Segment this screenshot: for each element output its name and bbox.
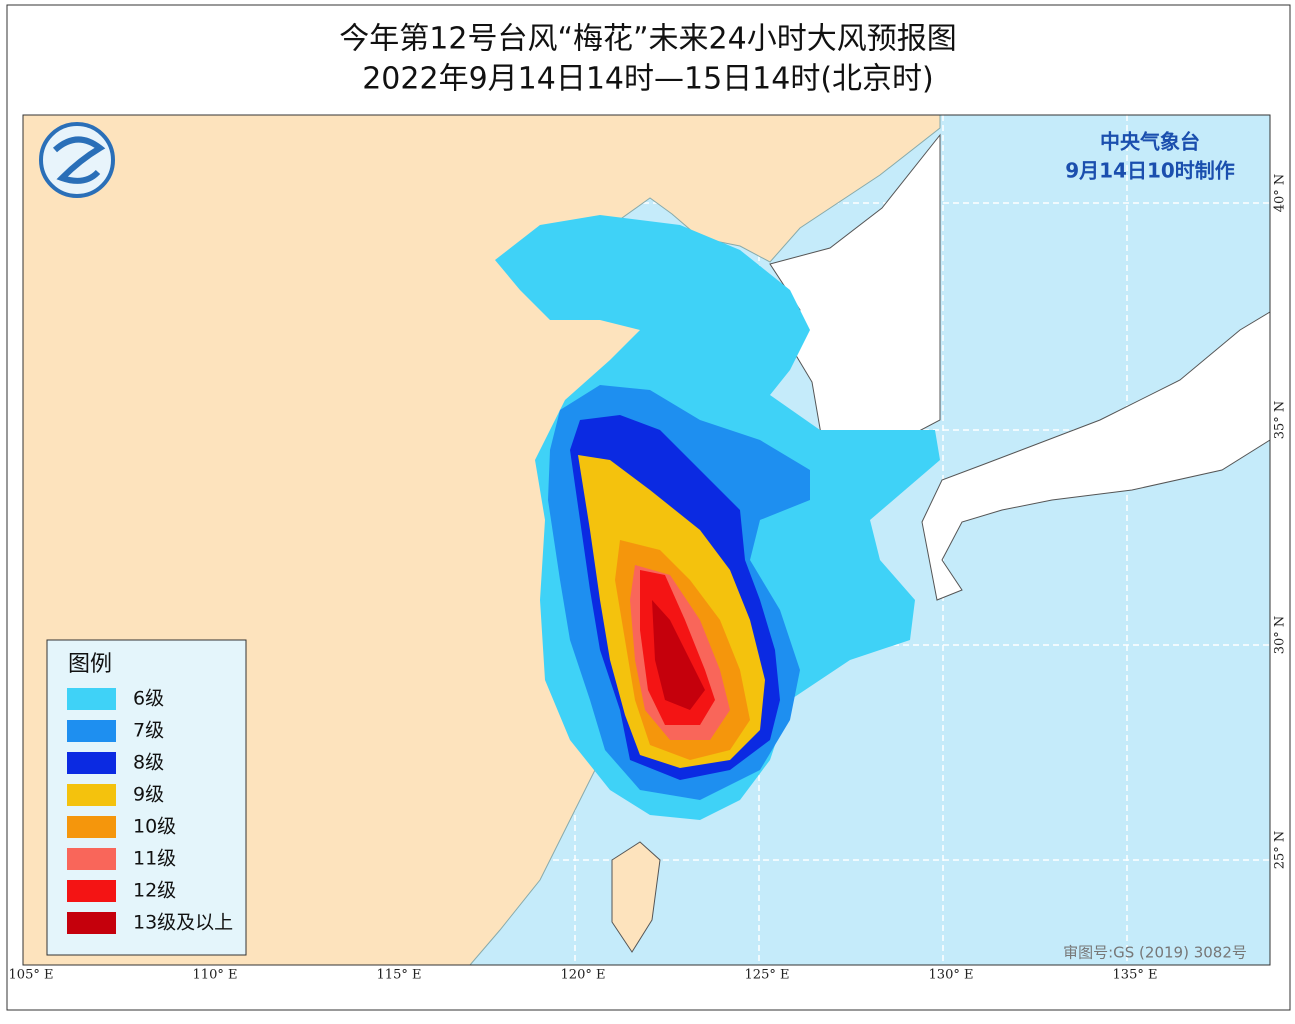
title: 今年第12号台风“梅花”未来24小时大风预报图 bbox=[339, 22, 956, 57]
lon-label: 105° E bbox=[9, 968, 54, 983]
legend-label: 8级 bbox=[133, 752, 164, 774]
legend-swatch bbox=[67, 720, 116, 742]
japan-land bbox=[921, 311, 1271, 601]
legend-label: 11级 bbox=[133, 848, 176, 870]
subtitle: 2022年9月14日14时—15日14时(北京时) bbox=[362, 62, 934, 97]
axis-labels: 105° E 110° E 115° E 120° E 125° E 130° E 135°… bbox=[9, 174, 1288, 983]
legend: 图例 6级 7级 8级 9级 10级 11级 12级 13级及以上 bbox=[46, 639, 247, 956]
legend-title: 图例 bbox=[68, 652, 112, 677]
lon-label: 120° E bbox=[561, 968, 606, 983]
lon-label: 115° E bbox=[377, 968, 422, 983]
agency: 中央气象台 bbox=[1100, 130, 1200, 154]
approval-number: 审图号:GS (2019) 3082号 bbox=[1063, 944, 1247, 962]
taiwan-land bbox=[611, 841, 661, 953]
lon-label: 135° E bbox=[1113, 968, 1158, 983]
wind-zone bbox=[652, 600, 705, 710]
lat-label: 30° N bbox=[1273, 616, 1288, 655]
map-frame bbox=[22, 114, 1271, 966]
legend-swatch bbox=[67, 848, 116, 870]
lat-label: 40° N bbox=[1273, 174, 1288, 213]
legend-swatch bbox=[67, 816, 116, 838]
legend-label: 12级 bbox=[133, 880, 176, 902]
legend-label: 13级及以上 bbox=[133, 912, 233, 934]
lon-label: 125° E bbox=[745, 968, 790, 983]
lat-label: 35° N bbox=[1273, 401, 1288, 440]
legend-label: 9级 bbox=[133, 784, 164, 806]
legend-swatch bbox=[67, 912, 116, 934]
lon-label: 130° E bbox=[929, 968, 974, 983]
legend-swatch bbox=[67, 688, 116, 710]
legend-swatch bbox=[67, 784, 116, 806]
lon-label: 110° E bbox=[193, 968, 238, 983]
wind-zones bbox=[495, 215, 940, 820]
legend-label: 7级 bbox=[133, 720, 164, 742]
legend-label: 6级 bbox=[133, 688, 164, 710]
issue-time: 9月14日10时制作 bbox=[1065, 159, 1235, 183]
legend-swatch bbox=[67, 880, 116, 902]
lat-label: 25° N bbox=[1273, 831, 1288, 870]
legend-label: 10级 bbox=[133, 816, 176, 838]
legend-swatch bbox=[67, 752, 116, 774]
logo bbox=[39, 122, 115, 198]
